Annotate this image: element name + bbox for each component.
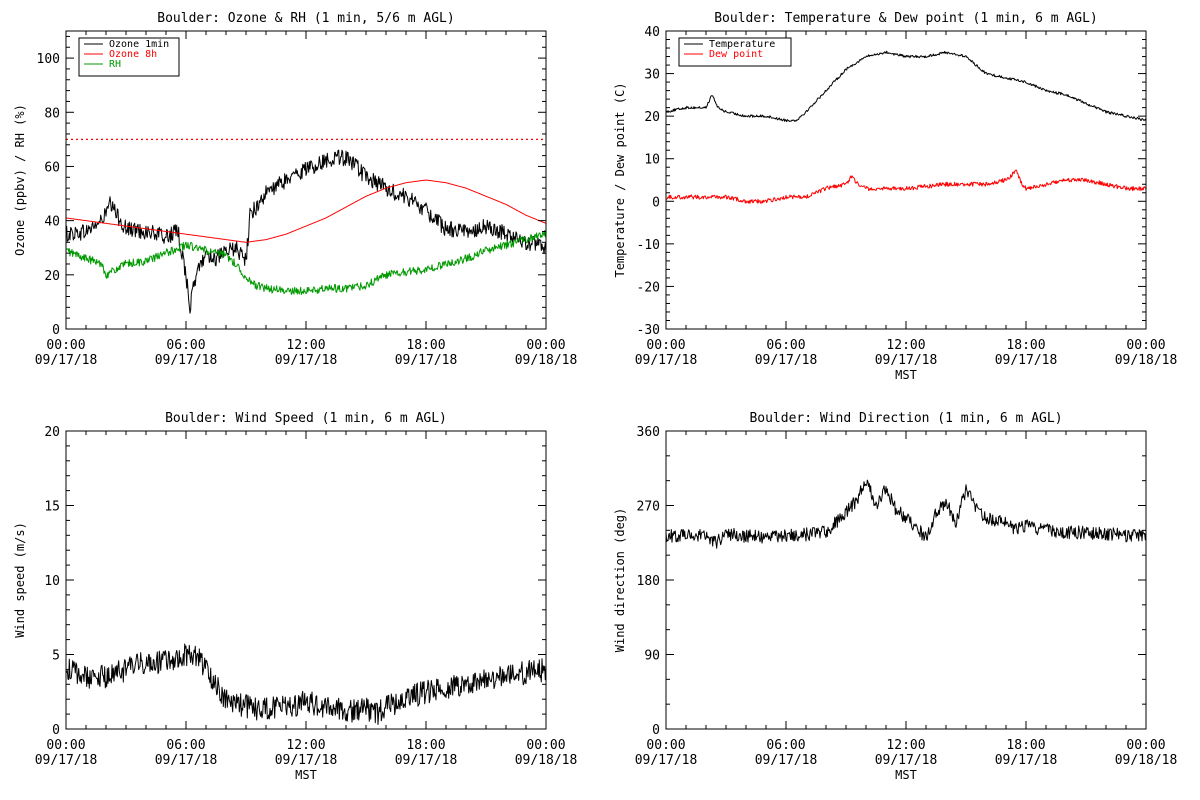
x-tick-label: 12:00 xyxy=(286,338,325,353)
legend-entry: RH xyxy=(109,59,121,70)
x-tick-label: 12:00 xyxy=(886,738,925,753)
y-axis-label: Ozone (ppbv) / RH (%) xyxy=(13,104,27,256)
y-tick-label: 60 xyxy=(44,160,60,175)
x-tick-label: 06:00 xyxy=(766,338,805,353)
series-line-dew-point xyxy=(666,169,1146,204)
x-tick-label: 09/17/18 xyxy=(35,353,98,368)
x-tick-label: 09/17/18 xyxy=(995,353,1058,368)
y-tick-label: 20 xyxy=(644,110,660,125)
y-tick-label: 0 xyxy=(652,723,660,738)
y-tick-label: 10 xyxy=(44,574,60,589)
y-tick-label: 40 xyxy=(44,215,60,230)
series-line-rh xyxy=(66,230,546,295)
x-tick-label: 09/17/18 xyxy=(275,353,338,368)
x-tick-label: 18:00 xyxy=(406,338,445,353)
y-axis-label: Wind direction (deg) xyxy=(613,508,627,653)
x-tick-label: 09/18/18 xyxy=(515,353,578,368)
y-tick-label: -10 xyxy=(637,238,660,253)
x-tick-label: 18:00 xyxy=(406,738,445,753)
x-tick-label: 09/17/18 xyxy=(755,353,818,368)
y-tick-label: 0 xyxy=(52,323,60,338)
chart-title: Boulder: Wind Direction (1 min, 6 m AGL) xyxy=(749,411,1062,426)
x-tick-label: 00:00 xyxy=(46,738,85,753)
y-tick-label: -30 xyxy=(637,323,660,338)
x-tick-label: 09/17/18 xyxy=(155,353,218,368)
x-tick-label: 09/18/18 xyxy=(1115,353,1178,368)
x-tick-label: 00:00 xyxy=(526,338,565,353)
x-tick-label: 12:00 xyxy=(286,738,325,753)
series-line-wspd xyxy=(66,643,546,725)
x-tick-label: 09/17/18 xyxy=(875,353,938,368)
y-tick-label: 360 xyxy=(637,425,660,440)
x-axis-label: MST xyxy=(895,368,917,382)
y-axis-label: Temperature / Dew point (C) xyxy=(613,82,627,277)
x-tick-label: 09/17/18 xyxy=(755,753,818,768)
x-tick-label: 06:00 xyxy=(766,738,805,753)
x-tick-label: 09/17/18 xyxy=(875,753,938,768)
x-tick-label: 06:00 xyxy=(166,738,205,753)
y-tick-label: 40 xyxy=(644,25,660,40)
x-tick-label: 18:00 xyxy=(1006,338,1045,353)
x-tick-label: 00:00 xyxy=(646,338,685,353)
x-tick-label: 00:00 xyxy=(526,738,565,753)
y-tick-label: 80 xyxy=(44,106,60,121)
y-tick-label: 100 xyxy=(37,52,60,67)
x-tick-label: 00:00 xyxy=(646,738,685,753)
y-tick-label: 90 xyxy=(644,649,660,664)
y-tick-label: 0 xyxy=(652,195,660,210)
chart-title: Boulder: Wind Speed (1 min, 6 m AGL) xyxy=(165,411,447,426)
x-tick-label: 09/17/18 xyxy=(635,753,698,768)
y-tick-label: 270 xyxy=(637,500,660,515)
legend-entry: Ozone 8h xyxy=(109,49,157,60)
temperature-dewpoint-chart: Boulder: Temperature & Dew point (1 min,… xyxy=(613,11,1178,382)
y-tick-label: 0 xyxy=(52,723,60,738)
x-tick-label: 09/17/18 xyxy=(155,753,218,768)
x-tick-label: 09/17/18 xyxy=(995,753,1058,768)
x-tick-label: 09/17/18 xyxy=(275,753,338,768)
legend-entry: Ozone 1min xyxy=(109,39,169,50)
wind-direction-chart: Boulder: Wind Direction (1 min, 6 m AGL)… xyxy=(613,411,1178,782)
y-tick-label: 10 xyxy=(644,153,660,168)
legend-entry: Dew point xyxy=(709,49,763,60)
y-tick-label: 180 xyxy=(637,574,660,589)
y-tick-label: 20 xyxy=(44,269,60,284)
x-tick-label: 09/18/18 xyxy=(1115,753,1178,768)
x-axis-label: MST xyxy=(895,768,917,782)
x-tick-label: 09/17/18 xyxy=(395,753,458,768)
y-axis-label: Wind speed (m/s) xyxy=(13,522,27,638)
x-tick-label: 00:00 xyxy=(46,338,85,353)
y-tick-label: 20 xyxy=(44,425,60,440)
wind-speed-chart: Boulder: Wind Speed (1 min, 6 m AGL) 0 5 10… xyxy=(13,411,578,782)
x-tick-label: 09/18/18 xyxy=(515,753,578,768)
x-axis-label: MST xyxy=(295,768,317,782)
x-tick-label: 09/17/18 xyxy=(35,753,98,768)
x-tick-label: 09/17/18 xyxy=(635,353,698,368)
series-line-wdir xyxy=(666,479,1146,549)
ozone-rh-chart: Boulder: Ozone & RH (1 min, 5/6 m AGL) 0 2… xyxy=(13,11,578,368)
series-line-temperature xyxy=(666,50,1146,123)
series-line-ozone-1min xyxy=(66,149,546,314)
x-tick-label: 12:00 xyxy=(886,338,925,353)
x-tick-label: 00:00 xyxy=(1126,738,1165,753)
x-tick-label: 09/17/18 xyxy=(395,353,458,368)
y-tick-label: 30 xyxy=(644,68,660,83)
y-tick-label: 5 xyxy=(52,649,60,664)
x-tick-label: 00:00 xyxy=(1126,338,1165,353)
y-tick-label: -20 xyxy=(637,280,660,295)
chart-title: Boulder: Ozone & RH (1 min, 5/6 m AGL) xyxy=(157,11,454,26)
plot-frame xyxy=(665,430,1147,730)
chart-title: Boulder: Temperature & Dew point (1 min,… xyxy=(714,11,1098,26)
x-tick-label: 06:00 xyxy=(166,338,205,353)
series-line-ozone-8h xyxy=(66,179,546,243)
x-tick-label: 18:00 xyxy=(1006,738,1045,753)
legend-entry: Temperature xyxy=(709,39,775,50)
y-tick-label: 15 xyxy=(44,500,60,515)
